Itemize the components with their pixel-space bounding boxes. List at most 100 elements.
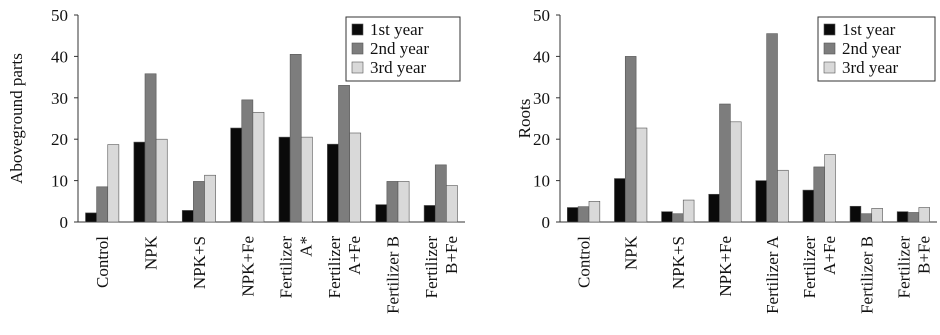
x-category-label: Control — [93, 236, 112, 288]
x-category-label: Control — [575, 236, 594, 288]
bar-2nd-year-npk — [624, 56, 637, 223]
legend-swatch — [823, 23, 836, 36]
legend-swatch — [823, 42, 836, 55]
y-tick-label: 40 — [533, 47, 550, 66]
y-tick-label: 10 — [533, 172, 550, 191]
bar-1st-year-fertilizer-a — [755, 180, 767, 223]
bar-1st-year-fertilizer-a-fe — [327, 143, 339, 223]
bar-3rd-year-fertilizer-a — [777, 169, 789, 223]
bar-3rd-year-npk-fe — [252, 111, 265, 223]
x-tick-label: B+Fe — [914, 236, 933, 274]
bar-2nd-year-fertilizer-b — [860, 213, 873, 223]
chart-aboveground-parts: 0 10 20 30 40 50 Aboveground parts Control NPK NP… — [7, 6, 465, 314]
legend-box — [817, 16, 936, 82]
x-tick-label: NPK+S — [190, 236, 209, 289]
bar-2nd-year-npk-fe — [719, 103, 731, 223]
legend-swatch — [351, 42, 364, 55]
bar-3rd-year-fertilizer-a-fe — [824, 154, 836, 223]
y-tick-label: 20 — [533, 130, 550, 149]
bar-1st-year-fertilizer-a — [278, 136, 291, 223]
bar-3rd-year-fertilizer-b — [397, 181, 410, 223]
x-tick-label: Fertilizer — [894, 236, 913, 299]
x-tick-label: NPK+Fe — [238, 236, 257, 297]
bar-2nd-year-fertilizer-a-fe — [338, 85, 350, 223]
bar-1st-year-fertilizer-b-fe — [896, 211, 909, 223]
legend-label: 1st year — [370, 20, 424, 39]
x-category-label: Fertilizer B+Fe — [894, 236, 933, 299]
bar-1st-year-npk-fe — [708, 193, 720, 223]
legend-label: 3rd year — [842, 58, 899, 77]
bar-1st-year-control — [85, 212, 97, 223]
y-tick-label: 10 — [51, 172, 68, 191]
bar-2nd-year-fertilizer-a-fe — [813, 166, 825, 223]
y-tick-label: 30 — [51, 89, 68, 108]
legend-label: 1st year — [842, 20, 896, 39]
x-tick-label: NPK — [622, 235, 641, 270]
x-tick-label: Control — [93, 236, 112, 288]
bar-3rd-year-npk-s — [204, 174, 216, 223]
x-category-label: NPK — [622, 235, 641, 270]
x-category-label: NPK — [142, 235, 161, 270]
bar-2nd-year-control — [577, 206, 590, 223]
y-axis-title: Roots — [515, 99, 534, 139]
x-category-label: Fertilizer A — [763, 235, 782, 314]
y-tick-label: 30 — [533, 89, 550, 108]
legend-swatch — [823, 61, 836, 74]
bar-3rd-year-fertilizer-a-fe — [349, 132, 362, 223]
x-tick-label: Fertilizer A — [763, 235, 782, 314]
x-tick-label: Fertilizer — [800, 236, 819, 299]
x-tick-label: Fertilizer B — [383, 236, 402, 314]
bar-3rd-year-fertilizer-b — [871, 208, 883, 223]
legend-label: 2nd year — [370, 39, 429, 58]
y-axis-title: Aboveground parts — [7, 53, 26, 184]
bar-1st-year-fertilizer-b — [375, 204, 388, 223]
y-tick-label: 0 — [542, 213, 551, 232]
legend-box — [345, 16, 461, 82]
bar-1st-year-npk-s — [661, 211, 673, 223]
bar-3rd-year-npk — [635, 127, 648, 223]
x-tick-label: Fertilizer — [422, 236, 441, 299]
bar-2nd-year-npk-s — [193, 181, 205, 223]
y-tick-label: 0 — [60, 213, 69, 232]
bar-2nd-year-fertilizer-b — [386, 181, 399, 223]
bar-2nd-year-fertilizer-b-fe — [907, 212, 920, 223]
y-tick-label: 50 — [51, 6, 68, 25]
x-category-label: Fertilizer A* — [277, 236, 316, 299]
x-category-label: Fertilizer B — [857, 236, 876, 314]
bar-2nd-year-npk-s — [672, 213, 684, 223]
bar-3rd-year-fertilizer-a — [300, 136, 313, 223]
y-tick-label: 50 — [533, 6, 550, 25]
bar-2nd-year-npk-fe — [241, 99, 254, 223]
x-category-label: Fertilizer A+Fe — [325, 236, 364, 299]
x-category-label: NPK+S — [190, 236, 209, 289]
x-tick-label: NPK+Fe — [716, 236, 735, 297]
bar-3rd-year-npk-s — [682, 199, 695, 223]
bar-3rd-year-fertilizer-b-fe — [446, 185, 458, 223]
x-tick-label: B+Fe — [442, 236, 461, 274]
bar-3rd-year-control — [588, 201, 601, 223]
x-category-label: Fertilizer B — [383, 236, 402, 314]
bar-3rd-year-npk — [155, 138, 168, 223]
x-tick-label: Fertilizer — [277, 236, 296, 299]
bar-2nd-year-fertilizer-a — [289, 54, 302, 223]
x-category-label: NPK+S — [669, 236, 688, 289]
bar-2nd-year-control — [96, 186, 109, 223]
bar-1st-year-fertilizer-b — [849, 205, 862, 223]
x-tick-label: Fertilizer B — [857, 236, 876, 314]
bar-1st-year-control — [567, 207, 579, 223]
legend-swatch — [351, 23, 364, 36]
x-category-label: NPK+Fe — [716, 236, 735, 297]
x-tick-label: A+Fe — [345, 236, 364, 275]
bar-2nd-year-npk — [144, 73, 157, 223]
bar-1st-year-fertilizer-b-fe — [423, 205, 436, 223]
x-tick-label: Control — [575, 236, 594, 288]
bar-3rd-year-npk-fe — [730, 121, 742, 223]
bar-3rd-year-fertilizer-b-fe — [918, 207, 930, 223]
bar-1st-year-npk-s — [181, 210, 194, 223]
legend-swatch — [351, 61, 364, 74]
x-category-label: Fertilizer B+Fe — [422, 236, 461, 299]
bar-1st-year-npk-fe — [230, 127, 243, 223]
y-tick-label: 40 — [51, 47, 68, 66]
